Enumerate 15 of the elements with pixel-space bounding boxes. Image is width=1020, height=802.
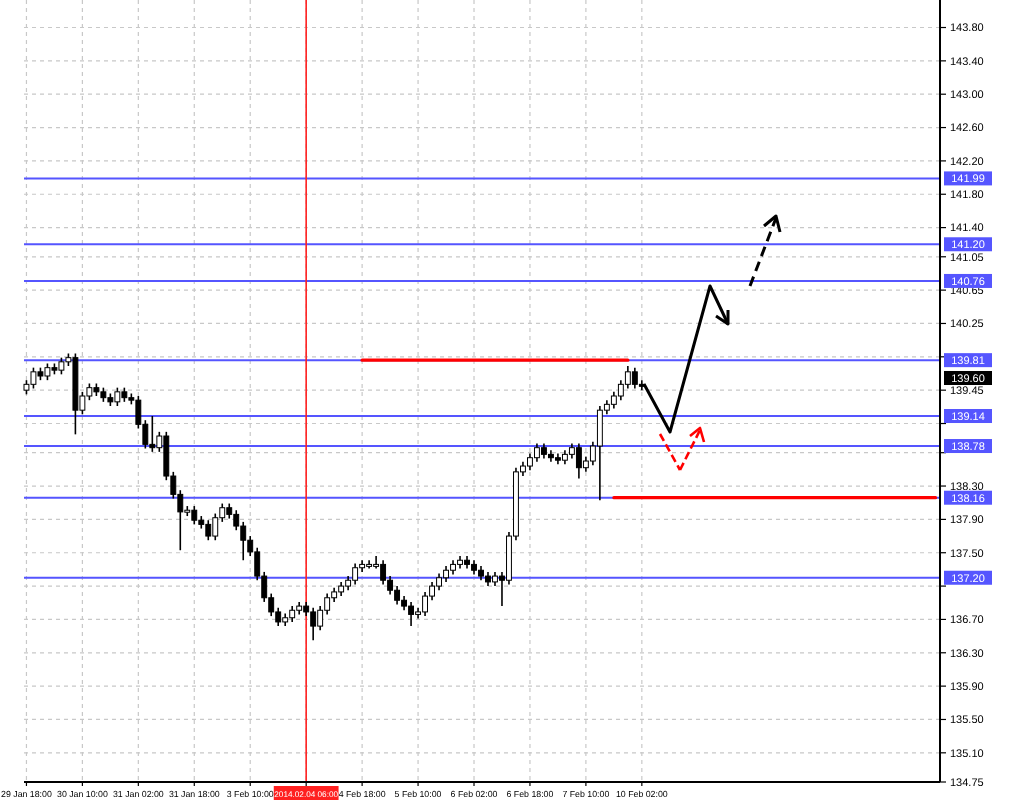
candlestick: [149, 415, 156, 453]
candlestick: [310, 606, 317, 642]
candlestick: [114, 386, 121, 407]
candlestick: [534, 442, 540, 463]
candlestick: [352, 562, 359, 586]
candlestick: [191, 505, 198, 526]
candlestick: [408, 601, 415, 627]
candlestick: [596, 405, 603, 502]
candlestick: [212, 512, 219, 542]
candlestick: [366, 559, 373, 570]
candlestick: [631, 366, 638, 390]
candlestick: [575, 442, 582, 480]
candlestick: [205, 519, 212, 542]
candlestick: [30, 366, 37, 390]
candlestick: [380, 559, 387, 586]
